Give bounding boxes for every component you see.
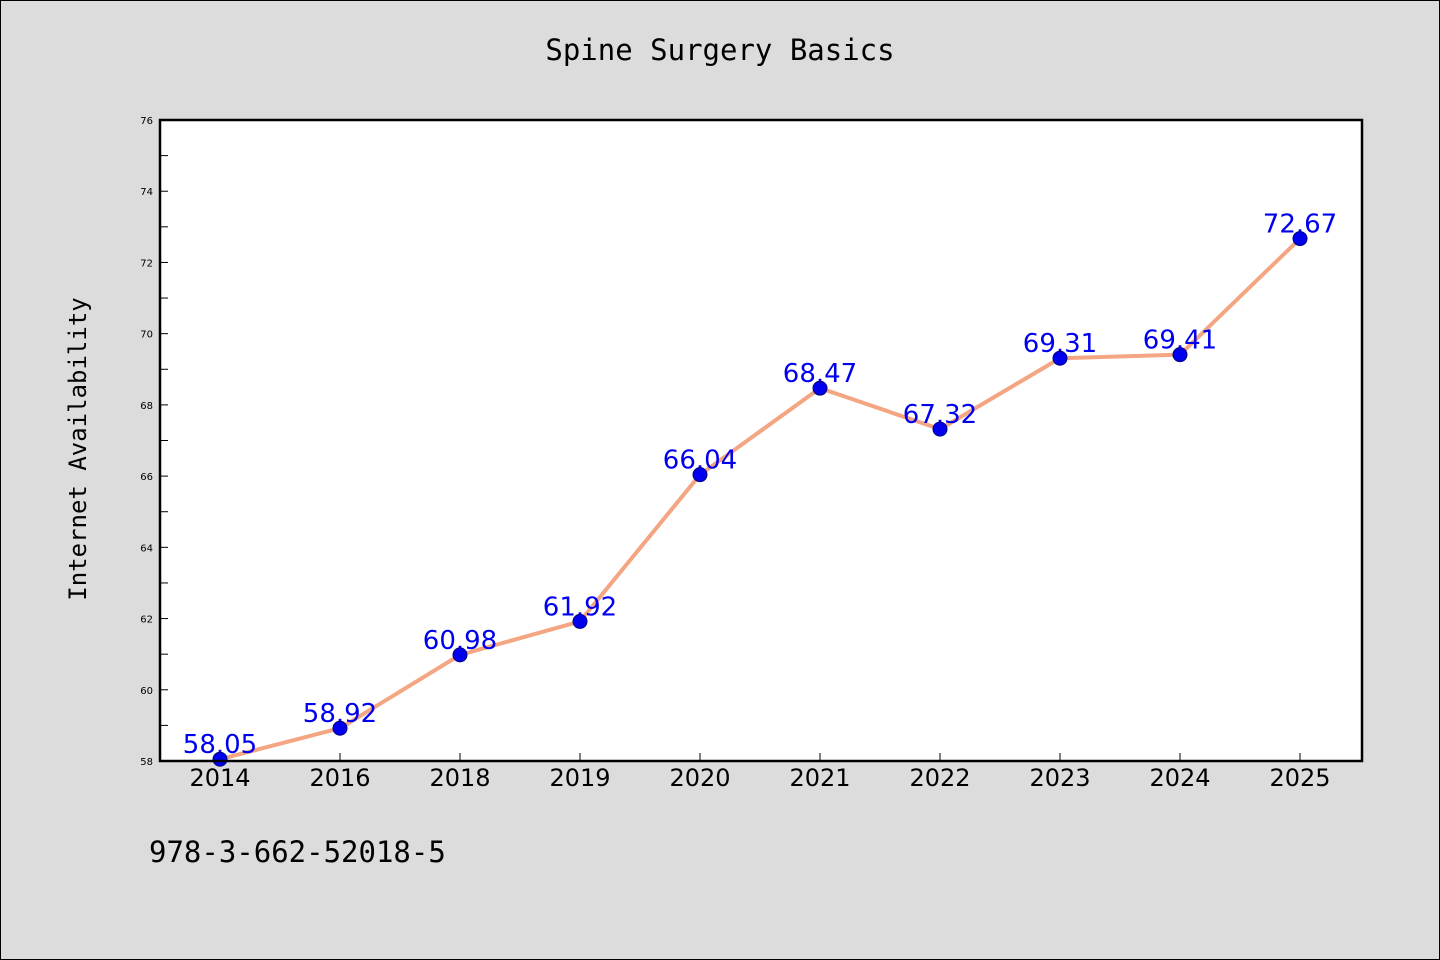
data-point xyxy=(932,421,948,437)
x-tick-label: 2022 xyxy=(909,764,970,792)
data-point xyxy=(452,647,468,663)
x-tick-label: 2021 xyxy=(789,764,850,792)
x-tick-label: 2025 xyxy=(1269,764,1330,792)
y-tick-label: 68 xyxy=(140,401,153,412)
y-tick-label: 60 xyxy=(140,686,153,697)
plot-area xyxy=(160,120,1362,761)
data-point xyxy=(1172,347,1188,363)
data-point xyxy=(1052,350,1068,366)
x-tick-label: 2020 xyxy=(669,764,730,792)
y-tick-label: 76 xyxy=(140,116,153,127)
y-tick-label: 64 xyxy=(140,543,153,554)
data-point xyxy=(212,751,228,767)
x-tick-label: 2024 xyxy=(1149,764,1210,792)
y-tick-label: 66 xyxy=(140,472,153,483)
data-point xyxy=(812,380,828,396)
x-tick-label: 2018 xyxy=(429,764,490,792)
y-tick-label: 58 xyxy=(140,757,153,768)
data-point xyxy=(572,613,588,629)
x-tick-label: 2019 xyxy=(549,764,610,792)
y-tick-label: 74 xyxy=(140,187,153,198)
y-tick-label: 70 xyxy=(140,330,153,341)
series-line xyxy=(218,236,1302,762)
chart-title: Spine Surgery Basics xyxy=(545,33,895,67)
data-point xyxy=(1292,231,1308,247)
x-tick-label: 2016 xyxy=(309,764,370,792)
x-tick-label: 2014 xyxy=(189,764,250,792)
plot-frame xyxy=(158,118,1364,763)
y-tick-label: 72 xyxy=(140,258,153,269)
data-point xyxy=(692,467,708,483)
x-tick-label: 2023 xyxy=(1029,764,1090,792)
data-point xyxy=(332,720,348,736)
y-tick-label: 62 xyxy=(140,615,153,626)
footer-isbn: 978-3-662-52018-5 xyxy=(149,835,446,869)
